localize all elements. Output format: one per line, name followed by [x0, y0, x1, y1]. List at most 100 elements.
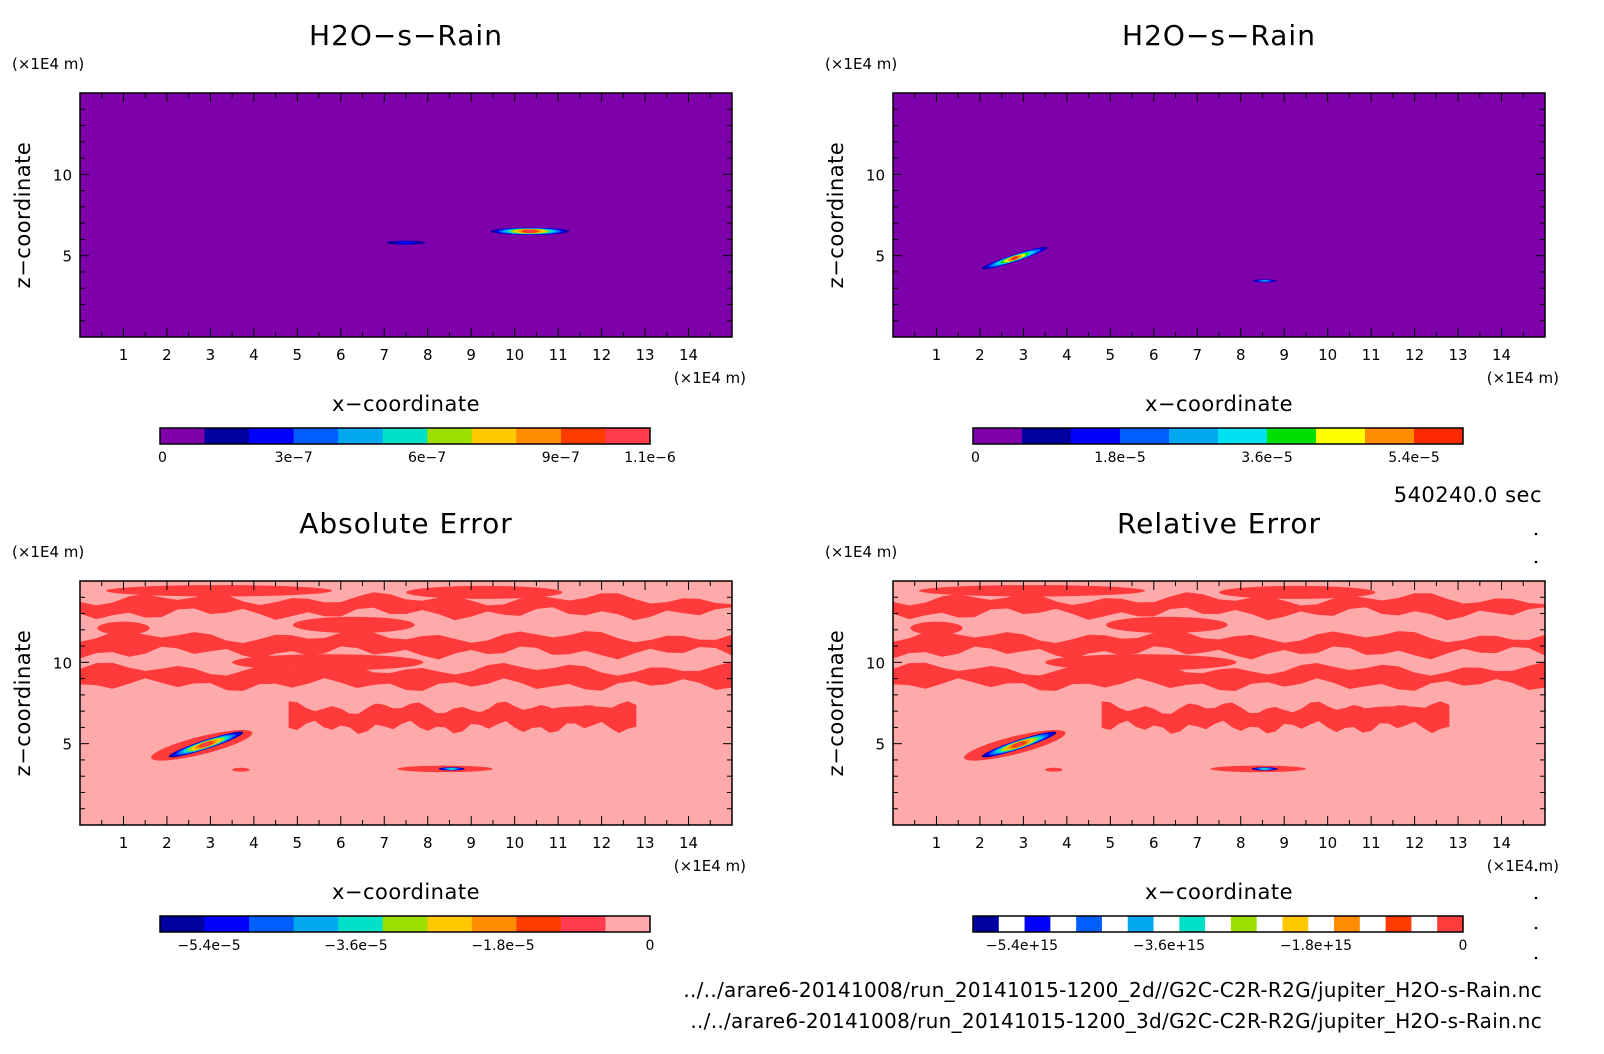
colorbar-tick-label: 0: [158, 450, 167, 466]
x-unit-label: (×1E4 m): [674, 369, 746, 387]
colorbar: 0 1.8e−5 3.6e−5 5.4e−5: [971, 427, 1464, 466]
x-tick-label: 9: [466, 834, 476, 852]
colorbar-segment: [1282, 916, 1309, 932]
colorbar-tick-label: −1.8e−5: [471, 938, 534, 954]
chart-panel-1: H2O−s−Rain(×1E4 m)1 2 3 4 5 6 7 8 9 10 11 12 13 14510…: [11, 19, 746, 466]
x-tick-label: 11: [1362, 834, 1381, 852]
colorbar-segment: [1050, 916, 1077, 932]
colorbar-segment: [516, 916, 562, 932]
x-tick-label: 6: [336, 346, 346, 364]
error-band: [893, 629, 1545, 660]
x-axis-label: x−coordinate: [1145, 880, 1293, 904]
colorbar-segment: [1316, 428, 1366, 444]
file-path-1: ../../arare6-20141008/run_20141015-1200_…: [683, 978, 1542, 1002]
colorbar-tick-label: 0: [646, 938, 655, 954]
colorbar-segment: [382, 916, 428, 932]
colorbar-tick-label: 3.6e−5: [1241, 450, 1293, 466]
colorbar-segment: [1205, 916, 1232, 932]
x-tick-label: 10: [505, 346, 524, 364]
x-tick-label: 14: [679, 346, 698, 364]
error-blob: [1353, 706, 1441, 720]
plot-area: [80, 93, 732, 337]
x-tick-label: 8: [423, 834, 433, 852]
x-tick-label: 5: [1106, 834, 1116, 852]
y-tick-label: 10: [53, 166, 72, 184]
colorbar-tick-label: −1.8e+15: [1280, 938, 1352, 954]
colorbar-segment: [1385, 916, 1412, 932]
x-tick-label: 9: [1279, 346, 1289, 364]
x-tick-label: 7: [1192, 346, 1202, 364]
x-tick-label: 14: [679, 834, 698, 852]
error-blob: [1045, 767, 1063, 772]
error-blob: [919, 585, 1146, 597]
y-tick-label: 5: [875, 248, 885, 266]
y-tick-label: 5: [875, 736, 885, 754]
colorbar-segment: [249, 428, 295, 444]
colorbar-segment: [1101, 916, 1129, 932]
x-tick-label: 4: [1062, 346, 1072, 364]
colorbar-tick-label: 0: [971, 450, 980, 466]
error-band: [80, 592, 732, 621]
y-unit-label: (×1E4 m): [12, 55, 84, 73]
x-tick-label: 12: [592, 834, 611, 852]
x-tick-label: 3: [1019, 834, 1029, 852]
error-blob: [292, 616, 415, 634]
chart-panel-2: H2O−s−Rain(×1E4 m)1 2 3 4 5 6 7 8 9 10 11 12 13 14510…: [824, 19, 1559, 466]
colorbar-segment: [1022, 428, 1072, 444]
x-tick-label: 8: [423, 346, 433, 364]
colorbar-segment: [293, 428, 339, 444]
x-tick-label: 13: [636, 346, 655, 364]
x-tick-label: 7: [379, 346, 389, 364]
y-axis-label: z−coordinate: [11, 630, 35, 777]
error-blob: [1045, 654, 1237, 671]
colorbar-frame: [159, 915, 651, 933]
x-tick-label: 11: [549, 346, 568, 364]
tick-marks: [79, 92, 733, 338]
x-tick-label: 10: [505, 834, 524, 852]
colorbar-segment: [1308, 916, 1335, 932]
colorbar-tick-label: −3.6e+15: [1133, 938, 1205, 954]
field-background: [80, 93, 732, 337]
x-tick-label: 5: [1106, 346, 1116, 364]
field-feature: [386, 240, 426, 245]
y-tick-label: 10: [866, 654, 885, 672]
x-tick-label: 11: [1362, 346, 1381, 364]
contour-level: [396, 241, 416, 244]
plot-area: [80, 581, 732, 825]
x-tick-label: 4: [249, 834, 259, 852]
colorbar-segment: [973, 916, 1000, 932]
colorbar-segment: [1256, 916, 1283, 932]
error-band: [893, 661, 1545, 692]
x-tick-label: 2: [162, 834, 172, 852]
field-feature: [981, 731, 1057, 758]
colorbar-segment: [1120, 428, 1170, 444]
x-tick-label: 3: [206, 834, 216, 852]
error-blob: [232, 767, 250, 772]
colorbar-segment: [1230, 916, 1258, 932]
error-blob: [1219, 585, 1376, 599]
colorbar-segment: [382, 428, 428, 444]
x-tick-label: 4: [249, 346, 259, 364]
x-tick-label: 12: [1405, 346, 1424, 364]
colorbar-segment: [1071, 428, 1121, 444]
colorbar-segment: [998, 916, 1026, 932]
colorbar-segment: [560, 916, 606, 932]
y-unit-label: (×1E4 m): [825, 543, 897, 561]
x-tick-label: 12: [592, 346, 611, 364]
colorbar-frame: [972, 915, 1464, 933]
x-tick-label: 13: [1449, 346, 1468, 364]
colorbar-tick-label: 9e−7: [542, 450, 580, 466]
colorbar-segment: [1411, 916, 1438, 932]
x-tick-label: 11: [549, 834, 568, 852]
error-blob: [540, 706, 628, 720]
colorbar-segment: [471, 428, 517, 444]
error-blob: [406, 585, 563, 599]
colorbar-segment: [605, 916, 651, 932]
colorbar-tick-label: 1.8e−5: [1094, 450, 1146, 466]
contour-level: [449, 768, 455, 770]
colorbar-tick-label: −5.4e+15: [986, 938, 1058, 954]
field-feature: [981, 246, 1048, 270]
colorbar-tick-label: −5.4e−5: [177, 938, 240, 954]
x-tick-label: 13: [636, 834, 655, 852]
